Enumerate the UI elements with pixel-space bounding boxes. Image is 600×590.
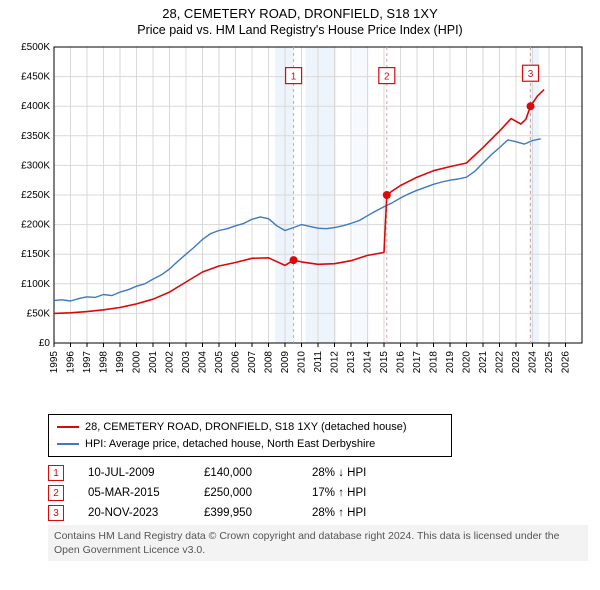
svg-text:2004: 2004 <box>198 351 209 374</box>
svg-text:2006: 2006 <box>231 351 242 374</box>
sale-diff: 17% ↑ HPI <box>312 487 412 499</box>
svg-text:£250K: £250K <box>21 190 50 201</box>
legend-item-price-paid: 28, CEMETERY ROAD, DRONFIELD, S18 1XY (d… <box>57 419 443 436</box>
sale-marker-icon: 3 <box>48 505 64 521</box>
svg-text:2013: 2013 <box>346 351 357 374</box>
svg-text:2000: 2000 <box>132 351 143 374</box>
sale-price: £399,950 <box>204 507 312 519</box>
svg-text:2023: 2023 <box>511 351 522 374</box>
sale-price: £250,000 <box>204 487 312 499</box>
svg-text:2009: 2009 <box>280 351 291 374</box>
sale-date: 10-JUL-2009 <box>88 467 204 479</box>
sale-marker-icon: 1 <box>48 465 64 481</box>
svg-text:2001: 2001 <box>148 351 159 374</box>
svg-text:2012: 2012 <box>330 351 341 374</box>
chart-svg: £0 £50K £100K £150K £200K £250K £300K £350K £400… <box>10 43 590 403</box>
sale-date: 05-MAR-2015 <box>88 487 204 499</box>
page-title: 28, CEMETERY ROAD, DRONFIELD, S18 1XY <box>10 6 590 21</box>
svg-text:2010: 2010 <box>297 351 308 374</box>
legend-swatch <box>57 426 79 428</box>
chart: £0 £50K £100K £150K £200K £250K £300K £350K £400… <box>10 43 590 408</box>
svg-text:2: 2 <box>384 72 390 83</box>
svg-text:2020: 2020 <box>462 351 473 374</box>
sale-date: 20-NOV-2023 <box>88 507 204 519</box>
svg-text:£300K: £300K <box>21 160 50 171</box>
sale-price: £140,000 <box>204 467 312 479</box>
sale-diff: 28% ↑ HPI <box>312 507 412 519</box>
legend-item-hpi: HPI: Average price, detached house, Nort… <box>57 436 443 453</box>
svg-text:1995: 1995 <box>49 351 60 374</box>
page-subtitle: Price paid vs. HM Land Registry's House … <box>10 23 590 37</box>
svg-text:2007: 2007 <box>247 351 258 374</box>
svg-text:2019: 2019 <box>445 351 456 374</box>
table-row: 1 10-JUL-2009 £140,000 28% ↓ HPI <box>48 465 590 481</box>
svg-text:2024: 2024 <box>528 351 539 374</box>
legend-label: HPI: Average price, detached house, Nort… <box>85 436 375 453</box>
footnote: Contains HM Land Registry data © Crown c… <box>48 525 588 561</box>
svg-text:2011: 2011 <box>313 351 324 373</box>
svg-text:£500K: £500K <box>21 43 50 53</box>
table-row: 3 20-NOV-2023 £399,950 28% ↑ HPI <box>48 505 590 521</box>
svg-text:1998: 1998 <box>99 351 110 374</box>
svg-text:2003: 2003 <box>181 351 192 374</box>
svg-text:2016: 2016 <box>396 351 407 374</box>
svg-text:2022: 2022 <box>495 351 506 374</box>
legend: 28, CEMETERY ROAD, DRONFIELD, S18 1XY (d… <box>48 414 452 457</box>
svg-text:2005: 2005 <box>214 351 225 374</box>
svg-text:£450K: £450K <box>21 72 50 83</box>
svg-text:2017: 2017 <box>412 351 423 374</box>
svg-text:£200K: £200K <box>21 220 50 231</box>
svg-text:£400K: £400K <box>21 101 50 112</box>
svg-text:2018: 2018 <box>429 351 440 374</box>
svg-text:2014: 2014 <box>363 351 374 374</box>
sale-marker-icon: 2 <box>48 485 64 501</box>
svg-text:2021: 2021 <box>478 351 489 374</box>
svg-text:1996: 1996 <box>66 351 77 374</box>
svg-text:£0: £0 <box>39 338 51 349</box>
sales-table: 1 10-JUL-2009 £140,000 28% ↓ HPI 2 05-MA… <box>48 465 590 521</box>
sale-diff: 28% ↓ HPI <box>312 467 412 479</box>
svg-text:1: 1 <box>291 72 297 83</box>
legend-swatch <box>57 443 79 445</box>
svg-text:£50K: £50K <box>27 308 51 319</box>
svg-text:2025: 2025 <box>544 351 555 374</box>
svg-text:2026: 2026 <box>561 351 572 374</box>
svg-text:3: 3 <box>528 69 534 80</box>
legend-label: 28, CEMETERY ROAD, DRONFIELD, S18 1XY (d… <box>85 419 407 436</box>
svg-text:£150K: £150K <box>21 249 50 260</box>
svg-text:2015: 2015 <box>379 351 390 374</box>
svg-text:£100K: £100K <box>21 279 50 290</box>
svg-text:2002: 2002 <box>165 351 176 374</box>
svg-text:1997: 1997 <box>82 351 93 374</box>
table-row: 2 05-MAR-2015 £250,000 17% ↑ HPI <box>48 485 590 501</box>
svg-text:1999: 1999 <box>115 351 126 374</box>
svg-text:£350K: £350K <box>21 131 50 142</box>
svg-text:2008: 2008 <box>264 351 275 374</box>
